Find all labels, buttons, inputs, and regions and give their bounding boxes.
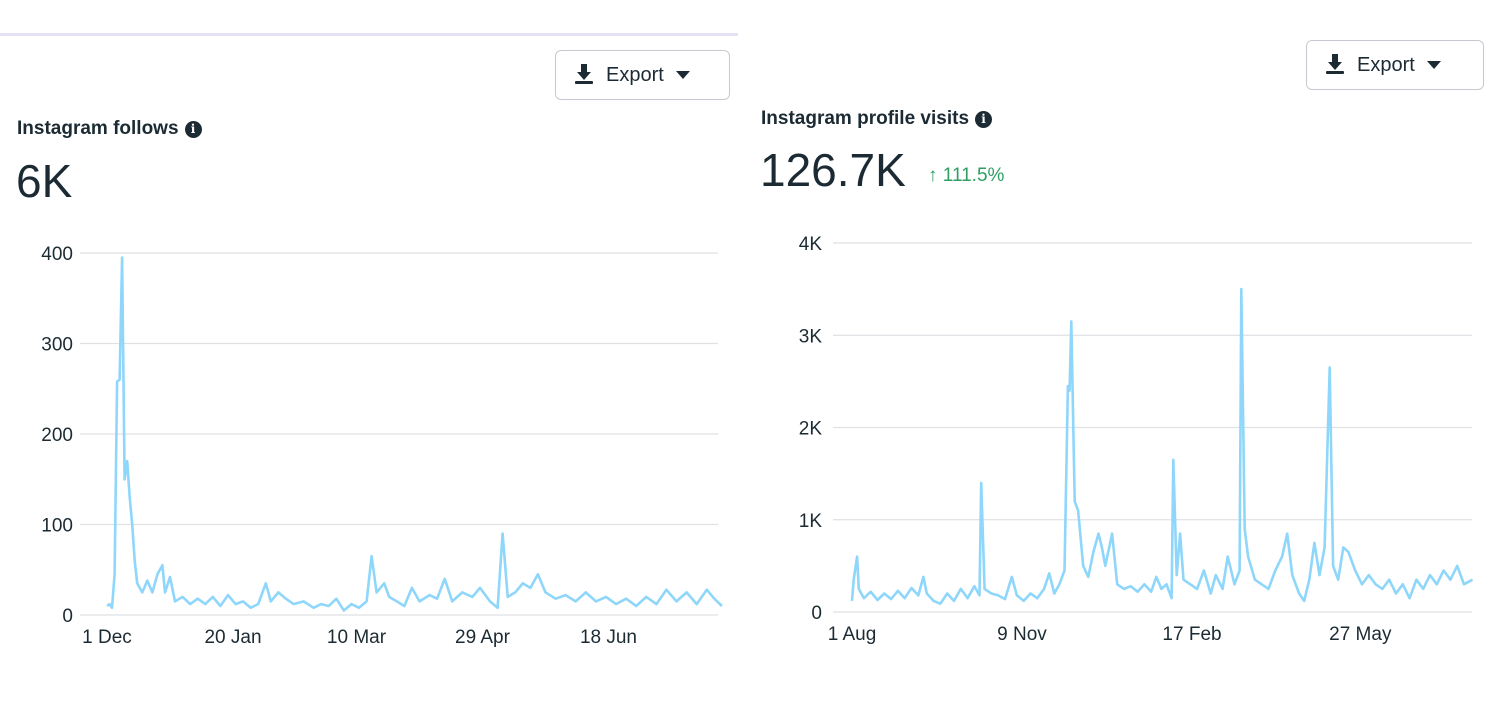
caret-down-icon (675, 70, 690, 79)
export-label: Export (606, 63, 664, 86)
series-line (850, 287, 1474, 606)
y-tick-label: 300 (41, 335, 73, 356)
card-top-border (0, 33, 738, 36)
x-tick-label: 18 Jun (580, 627, 637, 648)
metric-total: 6K (16, 155, 73, 207)
download-icon (1326, 54, 1344, 74)
y-tick-label: 100 (41, 516, 73, 537)
metric-title-text: Instagram profile visits (761, 108, 970, 129)
y-tick-label: 0 (62, 606, 73, 627)
y-tick-label: 200 (41, 425, 73, 446)
x-tick-label: 1 Dec (82, 627, 132, 648)
metric-title-text: Instagram follows (17, 118, 179, 139)
change-indicator: ↑ 111.5% (928, 165, 1004, 187)
download-icon (575, 64, 593, 84)
x-tick-label: 29 Apr (455, 627, 511, 648)
x-tick-label: 20 Jan (204, 627, 261, 648)
arrow-up-icon: ↑ (928, 165, 938, 186)
x-tick-label: 9 Nov (997, 624, 1047, 645)
metric-total: 126.7K (760, 144, 906, 196)
caret-down-icon (1426, 60, 1441, 69)
export-button[interactable]: Export (1306, 40, 1484, 90)
metric-title: Instagram follows i (17, 118, 202, 140)
export-label: Export (1357, 53, 1415, 76)
metric-title: Instagram profile visits i (761, 108, 993, 130)
x-tick-label: 1 Aug (828, 624, 877, 645)
y-tick-label: 400 (41, 244, 73, 265)
series-line (106, 256, 723, 612)
x-tick-label: 17 Feb (1162, 624, 1221, 645)
y-tick-label: 3K (799, 326, 823, 347)
info-icon[interactable]: i (975, 110, 993, 128)
y-tick-label: 2K (799, 419, 823, 440)
y-tick-label: 4K (799, 234, 823, 255)
y-tick-label: 1K (799, 511, 823, 532)
y-tick-label: 0 (811, 603, 822, 624)
x-tick-label: 27 May (1329, 624, 1392, 645)
x-tick-label: 10 Mar (327, 627, 387, 648)
info-icon[interactable]: i (184, 120, 202, 138)
export-button[interactable]: Export (555, 50, 730, 100)
change-value: 111.5% (942, 165, 1005, 186)
